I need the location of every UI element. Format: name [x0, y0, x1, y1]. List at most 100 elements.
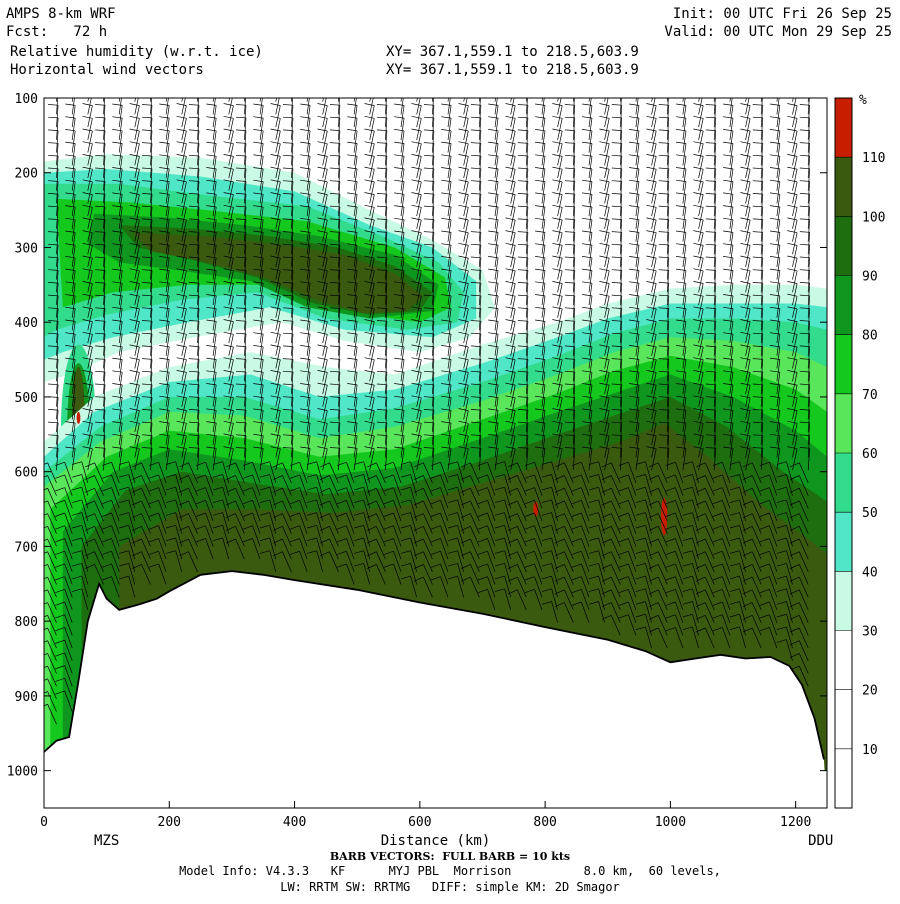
wind-barb [181, 194, 187, 217]
wind-barb [416, 232, 422, 255]
wind-barb-flag [141, 142, 153, 144]
wind-barb-flag [646, 242, 657, 246]
wind-barb-flag [769, 345, 780, 348]
wind-barb-flag [646, 395, 657, 399]
wind-barb-flag [535, 370, 546, 373]
wind-barb [322, 397, 328, 420]
wind-barb-flag [494, 461, 505, 465]
wind-barb-flag [752, 370, 763, 373]
wind-barb [769, 576, 778, 598]
wind-barb-flag [729, 588, 740, 592]
wind-barb-flag [282, 142, 294, 144]
wind-barb-flag [112, 243, 123, 246]
wind-barb [385, 155, 388, 179]
wind-barb [282, 538, 292, 560]
wind-barb [363, 550, 371, 572]
wind-barb [376, 475, 386, 496]
wind-barb [71, 384, 76, 407]
wind-barb-flag [799, 205, 810, 208]
wind-barb-flag [383, 550, 394, 555]
wind-barb [165, 181, 170, 204]
wind-barb [619, 181, 623, 204]
wind-barb-flag [95, 370, 106, 373]
wind-barb [657, 475, 668, 496]
wind-barb [745, 105, 751, 128]
wind-barb [150, 206, 153, 229]
wind-barb-flag [423, 421, 434, 424]
wind-barb [760, 219, 764, 242]
wind-barb [745, 270, 751, 293]
wind-barb-flag [759, 525, 770, 530]
wind-barb [525, 232, 529, 255]
wind-barb-flag [226, 500, 236, 506]
wind-barb [141, 462, 151, 484]
wind-barb-flag [712, 512, 723, 517]
model-info-line-1: Model Info: V4.3.3 KF MYJ PBL Morrison 8… [179, 864, 721, 878]
wind-barb [792, 181, 798, 204]
wind-barb-flag [141, 167, 153, 170]
wind-barb-flag [82, 408, 93, 411]
wind-barb [666, 295, 670, 318]
wind-barb-flag [612, 79, 622, 80]
wind-barb-flag [141, 320, 153, 322]
wind-barb-flag [367, 500, 377, 506]
wind-barb [306, 143, 311, 166]
wind-barb [713, 155, 717, 179]
wind-barb-flag [776, 512, 787, 516]
wind-barb-flag [441, 79, 451, 80]
wind-barb [776, 384, 781, 407]
terrain [44, 570, 827, 808]
wind-barb-flag [188, 358, 200, 360]
wind-barb-flag [629, 281, 640, 284]
wind-barb [457, 563, 465, 585]
wind-barb [682, 206, 687, 229]
wind-barb-flag [705, 193, 716, 195]
wind-barb [432, 422, 435, 445]
wind-barb-flag [411, 306, 422, 310]
wind-barb-flag [458, 370, 469, 373]
cross-section-xy-1: XY= 367.1,559.1 to 218.5,603.9 [386, 44, 639, 60]
wind-barb [470, 500, 480, 522]
wind-barb-flag [505, 344, 516, 348]
wind-barb [87, 130, 93, 153]
wind-barb [722, 627, 731, 649]
wind-barb [338, 295, 341, 318]
wind-barb-flag [48, 307, 59, 309]
wind-barb-flag [441, 319, 452, 322]
wind-barb-flag [159, 268, 170, 271]
wind-barb-flag [82, 179, 93, 183]
wind-barb [353, 168, 358, 191]
wind-barb-flag [55, 588, 65, 594]
wind-barb [604, 308, 610, 331]
wind-barb-flag [253, 230, 264, 233]
wind-barb-flag [423, 205, 434, 208]
wind-barb-flag [705, 282, 716, 284]
wind-barb [81, 550, 89, 572]
wind-barb-flag [665, 601, 676, 606]
wind-barb-flag [629, 167, 640, 170]
wind-barb [205, 538, 214, 560]
wind-barb [353, 283, 358, 306]
wind-barb-flag [159, 306, 170, 309]
wind-barb [158, 500, 167, 522]
wind-barb-flag [149, 487, 159, 492]
wind-barb [541, 206, 546, 229]
wind-barb-flag [159, 370, 170, 373]
wind-barb [158, 474, 167, 496]
wind-barb [551, 537, 558, 560]
wind-barb-flag [535, 306, 546, 309]
wind-barb [786, 614, 793, 636]
wind-barb-flag [723, 345, 734, 348]
wind-barb-flag [176, 420, 187, 424]
wind-barb-flag [740, 420, 751, 424]
wind-barb-flag [646, 217, 657, 221]
wind-barb [175, 474, 183, 496]
wind-barb-flag [196, 461, 206, 466]
wind-barb-flag [48, 447, 59, 449]
wind-barb [306, 130, 311, 153]
wind-barb [322, 372, 328, 395]
wind-barb-flag [188, 205, 200, 208]
wind-barb-flag [129, 242, 140, 246]
wind-barb-flag [364, 268, 375, 272]
wind-barb-flag [799, 447, 810, 449]
